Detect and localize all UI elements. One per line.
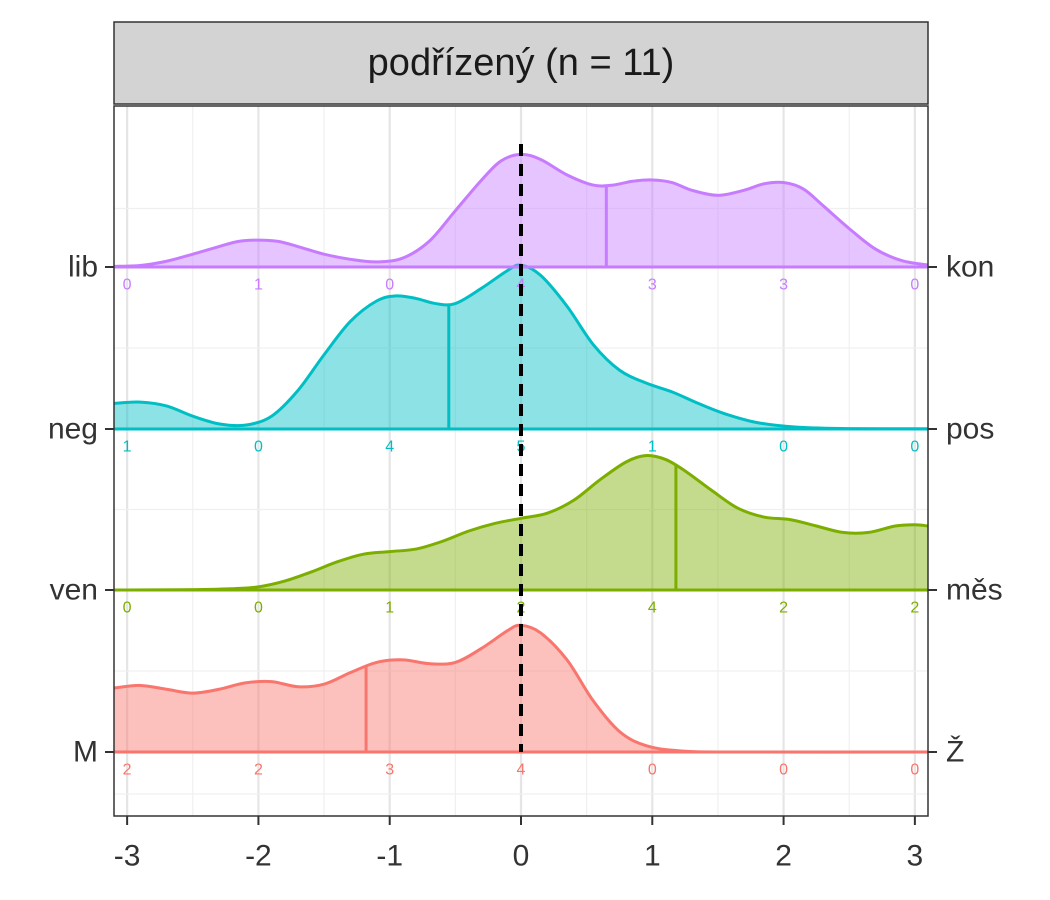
density-line	[113, 263, 929, 431]
y-tick-label-right: kon	[946, 251, 994, 284]
y-tick-label-right: Ž	[946, 736, 964, 769]
count-label: 0	[910, 762, 919, 779]
x-tick-label: 3	[907, 840, 924, 873]
y-tick-label-right: pos	[946, 413, 994, 446]
count-label: 0	[779, 762, 788, 779]
count-label: 2	[254, 762, 263, 779]
facet-strip: podřízený (n = 11)	[113, 21, 929, 105]
y-tick-label-left: neg	[48, 413, 98, 446]
density-line	[113, 454, 929, 592]
count-label: 0	[910, 439, 919, 456]
count-label: 3	[385, 762, 394, 779]
y-tick-label-right: měs	[946, 574, 1003, 607]
count-label: 0	[779, 439, 788, 456]
count-label: 2	[779, 600, 788, 617]
count-label: 0	[385, 277, 394, 294]
plot-panel: 2234000001242210451000104330	[113, 105, 929, 817]
x-tick-label: -3	[114, 840, 141, 873]
density-line	[113, 152, 929, 268]
density-line	[113, 623, 929, 754]
count-label: 3	[779, 277, 788, 294]
count-label: 0	[254, 600, 263, 617]
x-tick-label: 0	[513, 840, 530, 873]
y-tick-label-left: lib	[68, 251, 98, 284]
facet-title: podřízený (n = 11)	[368, 42, 675, 84]
count-label: 1	[254, 277, 263, 294]
x-tick-label: 1	[644, 840, 661, 873]
x-tick-label: 2	[775, 840, 792, 873]
count-label: 0	[254, 439, 263, 456]
count-label: 0	[910, 277, 919, 294]
axes: -3 -2 -1 0 1 2 3 lib kon neg pos ven měs M Ž	[48, 251, 1003, 873]
count-label: 4	[385, 439, 394, 456]
count-label: 4	[648, 600, 657, 617]
count-label: 1	[648, 439, 657, 456]
count-label: 3	[648, 277, 657, 294]
count-label: 0	[648, 762, 657, 779]
y-tick-label-left: M	[73, 736, 98, 769]
count-label: 0	[123, 600, 132, 617]
count-label: 1	[385, 600, 394, 617]
count-label: 2	[910, 600, 919, 617]
count-label: 1	[123, 439, 132, 456]
y-tick-label-left: ven	[50, 574, 98, 607]
x-tick-label: -2	[245, 840, 272, 873]
x-tick-label: -1	[376, 840, 403, 873]
count-label: 4	[517, 762, 526, 779]
density-area	[114, 455, 928, 590]
count-label: 2	[123, 762, 132, 779]
count-label: 0	[123, 277, 132, 294]
